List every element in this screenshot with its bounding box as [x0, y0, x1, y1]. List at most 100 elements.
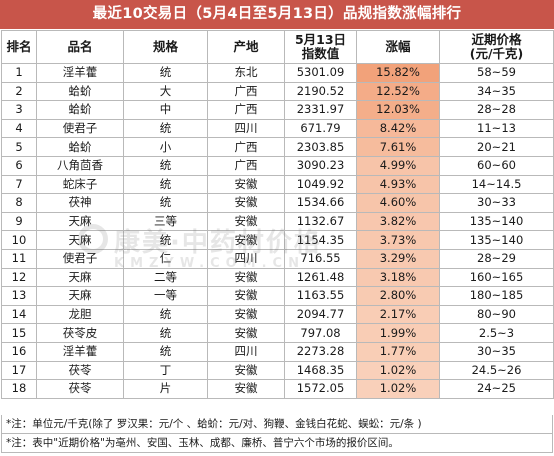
- cell-price: 28~28: [439, 100, 554, 120]
- cell-origin: 广西: [207, 100, 285, 120]
- cell-index: 1049.92: [284, 174, 357, 195]
- header-origin: 产地: [207, 30, 285, 64]
- cell-spec: 三等: [123, 211, 208, 232]
- cell-origin: 安徽: [207, 211, 285, 232]
- cell-origin: 安徽: [207, 304, 285, 325]
- cell-name: 天麻: [36, 267, 124, 288]
- cell-rank: 16: [1, 341, 37, 362]
- cell-origin: 安徽: [207, 379, 285, 399]
- cell-index: 2331.97: [284, 100, 357, 120]
- cell-price: 28~29: [439, 248, 554, 269]
- cell-rank: 5: [1, 137, 37, 157]
- cell-change: 15.82%: [356, 63, 440, 83]
- cell-rank: 9: [1, 211, 37, 232]
- cell-name: 蛤蚧: [36, 137, 124, 157]
- cell-change: 1.99%: [356, 323, 440, 343]
- cell-rank: 14: [1, 304, 37, 325]
- cell-index: 671.79: [284, 118, 357, 139]
- cell-rank: 2: [1, 81, 37, 102]
- cell-index: 5301.09: [284, 63, 357, 83]
- header-price-unit: (元/千克): [469, 46, 524, 61]
- cell-index: 1572.05: [284, 379, 357, 399]
- cell-spec: 大: [123, 81, 208, 102]
- cell-rank: 11: [1, 248, 37, 269]
- cell-index: 1468.35: [284, 360, 357, 381]
- cell-origin: 四川: [207, 118, 285, 139]
- table-row: 15 茯苓皮统安徽 797.08 1.99% 2.5~3: [1, 323, 554, 343]
- cell-index: 1261.48: [284, 267, 357, 288]
- cell-spec: 统: [123, 155, 208, 176]
- cell-name: 八角茴香: [36, 155, 124, 176]
- table-body: 1 淫羊藿统东北 5301.09 15.82% 58~59 2 蛤蚧大广西 2190.52 12…: [1, 63, 554, 399]
- footnotes: *注：单位元/千克(除了 罗汉果：元/个 、蛤蚧：元/对、狗鞭、金钱白花蛇、蜈蚣…: [1, 415, 553, 453]
- table-row: 4 使君子统四川 671.79 8.42% 11~13: [1, 118, 554, 139]
- header-index: 5月13日 指数值: [284, 30, 357, 64]
- cell-change: 7.61%: [356, 137, 440, 157]
- cell-spec: 小: [123, 137, 208, 157]
- table-title: 最近10交易日（5月4日至5月13日）品规指数涨幅排行: [0, 0, 554, 29]
- table-row: 3 蛤蚧中广西 2331.97 12.03% 28~28: [1, 100, 554, 120]
- table-row: 8 茯神统安徽 1534.66 4.60% 30~33: [1, 193, 554, 213]
- footnote-unit: *注：单位元/千克(除了 罗汉果：元/个 、蛤蚧：元/对、狗鞭、金钱白花蛇、蜈蚣…: [2, 415, 552, 434]
- header-name: 品名: [36, 30, 124, 64]
- cell-origin: 广西: [207, 137, 285, 157]
- cell-price: 30~35: [439, 341, 554, 362]
- cell-rank: 1: [1, 63, 37, 83]
- table-row: 13 天麻 一等 安徽 1163.55 2.80% 180~185: [1, 286, 554, 306]
- cell-spec: 一等: [123, 286, 208, 306]
- cell-name: 天麻: [36, 211, 124, 232]
- cell-index: 2094.77: [284, 304, 357, 325]
- cell-rank: 12: [1, 267, 37, 288]
- cell-index: 1163.55: [284, 286, 357, 306]
- cell-change: 1.02%: [356, 360, 440, 381]
- cell-name: 蛤蚧: [36, 100, 124, 120]
- cell-name: 茯苓: [36, 379, 124, 399]
- cell-origin: 四川: [207, 248, 285, 269]
- cell-origin: 安徽: [207, 174, 285, 195]
- cell-spec: 统: [123, 118, 208, 139]
- cell-spec: 片: [123, 379, 208, 399]
- cell-name: 蛇床子: [36, 174, 124, 195]
- cell-spec: 统: [123, 174, 208, 195]
- table-row: 1 淫羊藿统东北 5301.09 15.82% 58~59: [1, 63, 554, 83]
- cell-price: 2.5~3: [439, 323, 554, 343]
- cell-index: 797.08: [284, 323, 357, 343]
- cell-price: 60~60: [439, 155, 554, 176]
- cell-change: 4.99%: [356, 155, 440, 176]
- cell-spec: 丁: [123, 360, 208, 381]
- header-index-date: 5月13日: [294, 32, 347, 47]
- cell-spec: 仁: [123, 248, 208, 269]
- cell-price: 24~25: [439, 379, 554, 399]
- cell-name: 茯神: [36, 193, 124, 213]
- header-price-label: 近期价格: [471, 32, 522, 47]
- cell-change: 2.17%: [356, 304, 440, 325]
- cell-name: 茯苓皮: [36, 323, 124, 343]
- cell-index: 2190.52: [284, 81, 357, 102]
- cell-origin: 安徽: [207, 360, 285, 381]
- cell-change: 12.03%: [356, 100, 440, 120]
- cell-origin: 安徽: [207, 193, 285, 213]
- cell-origin: 安徽: [207, 230, 285, 250]
- table-row: 10 天麻统安徽 1154.35 3.73% 135~140: [1, 230, 554, 250]
- cell-change: 4.60%: [356, 193, 440, 213]
- cell-origin: 四川: [207, 341, 285, 362]
- cell-rank: 15: [1, 323, 37, 343]
- cell-rank: 6: [1, 155, 37, 176]
- cell-rank: 3: [1, 100, 37, 120]
- cell-rank: 13: [1, 286, 37, 306]
- cell-price: 14~14.5: [439, 174, 554, 195]
- cell-price: 180~185: [439, 286, 554, 306]
- cell-rank: 8: [1, 193, 37, 213]
- table-row: 14 龙胆统安徽 2094.77 2.17% 80~90: [1, 304, 554, 325]
- table-row: 6 八角茴香统广西 3090.23 4.99% 60~60: [1, 155, 554, 176]
- cell-price: 24.5~26: [439, 360, 554, 381]
- cell-origin: 广西: [207, 155, 285, 176]
- table-row: 11 使君子仁四川 716.55 3.29% 28~29: [1, 248, 554, 269]
- cell-index: 1154.35: [284, 230, 357, 250]
- header-spec: 规格: [123, 30, 208, 64]
- cell-price: 135~140: [439, 211, 554, 232]
- cell-name: 龙胆: [36, 304, 124, 325]
- cell-spec: 统: [123, 323, 208, 343]
- cell-spec: 中: [123, 100, 208, 120]
